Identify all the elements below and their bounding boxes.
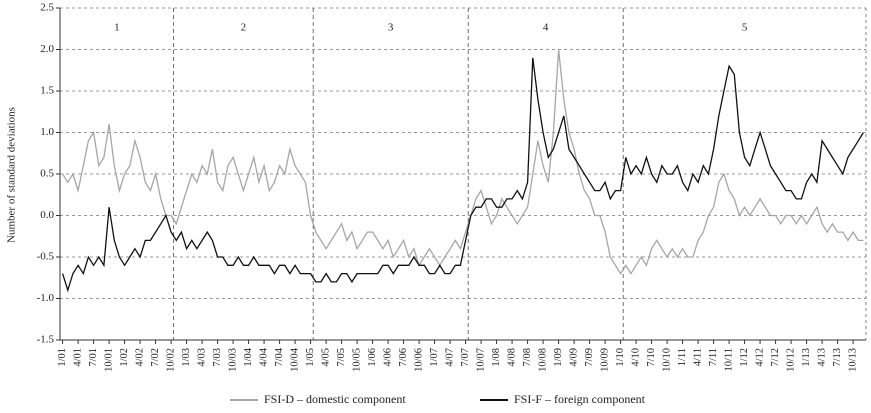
x-tick-label: 4/09	[568, 348, 579, 367]
period-label: 3	[388, 22, 394, 34]
x-tick-label: 10/12	[785, 348, 796, 372]
x-tick-label: 10/13	[847, 348, 858, 372]
x-tick-label: 1/04	[243, 347, 254, 366]
period-label: 2	[241, 22, 247, 34]
x-tick-label: 10/10	[661, 348, 672, 372]
series-line	[62, 49, 864, 275]
x-tick-label: 1/07	[429, 348, 440, 367]
y-tick-label: -1.0	[37, 292, 55, 304]
x-tick-label: 7/12	[770, 348, 781, 367]
x-tick-label: 4/12	[754, 348, 765, 367]
x-tick-label: 7/06	[398, 348, 409, 367]
x-tick-label: 4/13	[816, 348, 827, 367]
x-tick-label: 10/05	[351, 348, 362, 372]
x-tick-label: 4/06	[382, 348, 393, 367]
period-label: 5	[742, 22, 748, 34]
period-label: 1	[114, 22, 120, 34]
x-tick-label: 1/02	[119, 348, 130, 367]
x-tick-label: 10/06	[413, 348, 424, 372]
x-tick-label: 7/09	[584, 348, 595, 367]
x-tick-label: 10/09	[599, 348, 610, 372]
x-tick-label: 10/04	[289, 347, 300, 372]
y-tick-label: 0.0	[40, 209, 54, 221]
x-tick-label: 10/02	[165, 348, 176, 372]
x-tick-label: 7/08	[522, 348, 533, 367]
y-tick-label: 1.5	[40, 85, 54, 97]
x-tick-label: 4/05	[320, 348, 331, 367]
x-tick-label: 4/08	[506, 348, 517, 367]
x-tick-label: 7/05	[336, 348, 347, 367]
x-tick-label: 4/10	[630, 348, 641, 367]
x-tick-label: 10/03	[227, 348, 238, 372]
x-tick-label: 7/04	[274, 347, 285, 366]
y-tick-label: 0.5	[40, 168, 54, 180]
legend-label: FSI-F – foreign component	[514, 392, 646, 406]
x-tick-label: 4/02	[134, 348, 145, 367]
x-tick-label: 1/13	[801, 348, 812, 367]
x-tick-label: 1/09	[553, 348, 564, 367]
x-tick-label: 1/12	[739, 348, 750, 367]
legend-label: FSI-D – domestic component	[264, 392, 406, 406]
x-tick-label: 1/01	[57, 348, 68, 367]
x-tick-label: 7/13	[832, 348, 843, 367]
x-tick-label: 7/03	[212, 348, 223, 367]
y-tick-label: -0.5	[37, 251, 55, 263]
x-tick-label: 7/01	[88, 348, 99, 367]
x-tick-label: 4/01	[72, 348, 83, 367]
x-tick-label: 10/07	[475, 348, 486, 372]
x-tick-label: 1/05	[305, 348, 316, 367]
x-tick-label: 7/10	[646, 348, 657, 367]
y-tick-label: 2.5	[40, 2, 54, 14]
x-tick-label: 10/08	[537, 348, 548, 372]
y-axis-label: Number of standard deviations	[6, 107, 18, 243]
x-tick-label: 1/11	[677, 348, 688, 366]
x-tick-label: 4/07	[444, 348, 455, 367]
y-tick-label: -1.5	[37, 334, 55, 346]
y-tick-label: 1.0	[40, 126, 54, 138]
x-tick-label: 7/11	[708, 348, 719, 366]
x-tick-label: 7/07	[460, 348, 471, 367]
x-tick-label: 4/11	[692, 348, 703, 366]
x-tick-label: 4/04	[258, 347, 269, 366]
x-tick-label: 1/10	[615, 348, 626, 367]
x-tick-label: 1/03	[181, 348, 192, 367]
x-tick-label: 4/03	[196, 348, 207, 367]
x-tick-label: 1/06	[367, 348, 378, 367]
period-label: 4	[543, 22, 549, 34]
series-line	[61, 57, 864, 293]
y-tick-label: 2.0	[40, 43, 54, 55]
x-tick-label: 10/01	[103, 348, 114, 372]
x-tick-label: 10/11	[723, 348, 734, 372]
x-tick-label: 1/08	[491, 348, 502, 367]
x-tick-label: 7/02	[150, 348, 161, 367]
